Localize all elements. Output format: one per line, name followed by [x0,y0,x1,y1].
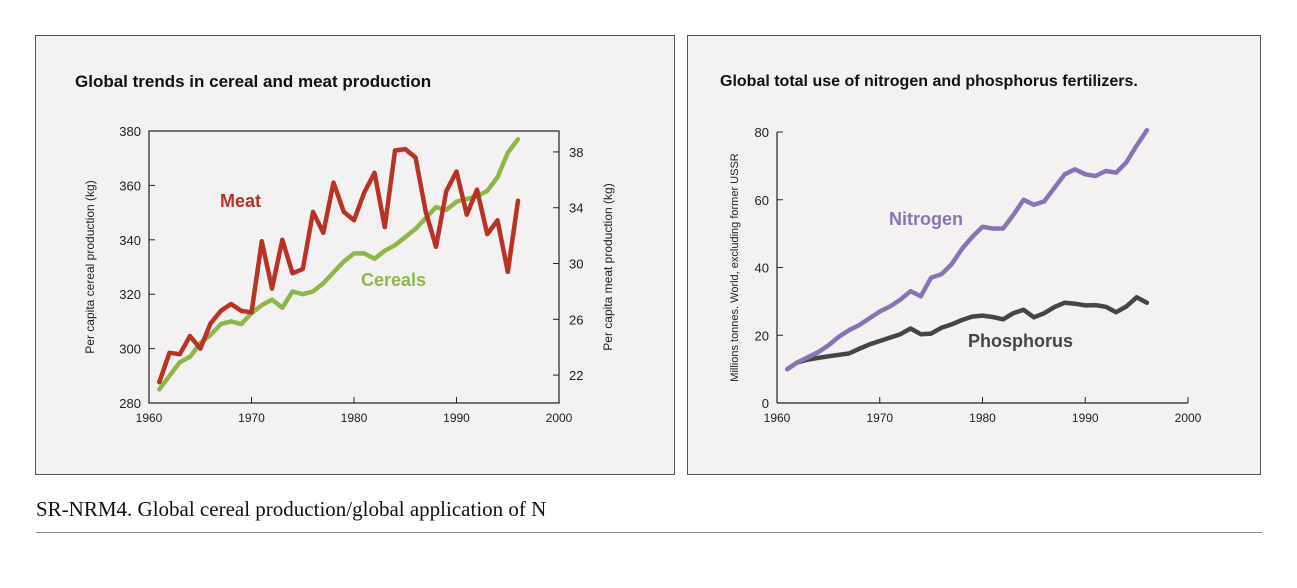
y-tick-label: 280 [119,396,141,411]
cereals-series-label: Cereals [361,270,426,290]
x-tick-label: 1980 [969,411,996,425]
x-tick-label: 1970 [238,411,265,425]
fertilizer-chart: 1960 1970 1980 1990 2000 0 20 40 60 80 Millions to… [729,125,1202,425]
x-tick-label: 1990 [1072,411,1099,425]
chart-panel-fertilizers: Global total use of nitrogen and phospho… [687,35,1261,475]
phosphorus-series-line [785,295,1150,372]
chart-panel-cereal-meat: Global trends in cereal and meat product… [35,35,675,475]
x-tick-label: 1970 [866,411,893,425]
y-axis-label: Per capita cereal production (kg) [83,180,97,353]
chart-title: Global total use of nitrogen and phospho… [720,73,1138,90]
x-tick-label: 2000 [546,411,573,425]
y-tick-label: 20 [755,328,769,343]
y-axis-label: Millions tonnes. World, excluding former… [729,153,741,381]
x-tick-label: 1980 [341,411,368,425]
x-tick-label: 1990 [443,411,470,425]
y-tick-label: 60 [755,193,769,208]
caption-divider [36,532,1262,533]
y2-tick-label: 30 [569,257,583,272]
phosphorus-series-label: Phosphorus [968,331,1073,351]
y-tick-label: 0 [762,396,769,411]
y2-axis-label: Per capita meat production (kg) [601,183,615,350]
y-tick-label: 360 [119,178,141,193]
y2-tick-label: 38 [569,145,583,160]
meat-series-label: Meat [220,191,261,211]
chart-title: Global trends in cereal and meat product… [75,72,432,91]
nitrogen-series-label: Nitrogen [889,209,963,229]
y-tick-label: 380 [119,124,141,139]
cereal-meat-chart: 1960 1970 1980 1990 2000 280 300 320 340 360 380 22… [83,124,615,425]
y2-tick-label: 34 [569,201,583,216]
figure-caption: SR-NRM4. Global cereal production/global… [36,497,547,521]
y-tick-label: 340 [119,233,141,248]
meat-series-line [157,146,521,385]
cereals-series-line [157,136,521,392]
y2-tick-label: 22 [569,368,583,383]
x-tick-label: 1960 [136,411,163,425]
nitrogen-series-line [785,128,1150,372]
y2-tick-label: 26 [569,312,583,327]
x-tick-label: 1960 [764,411,791,425]
y-tick-label: 40 [755,261,769,276]
y-tick-label: 320 [119,287,141,302]
x-tick-label: 2000 [1175,411,1202,425]
y-tick-label: 300 [119,342,141,357]
y-tick-label: 80 [755,125,769,140]
